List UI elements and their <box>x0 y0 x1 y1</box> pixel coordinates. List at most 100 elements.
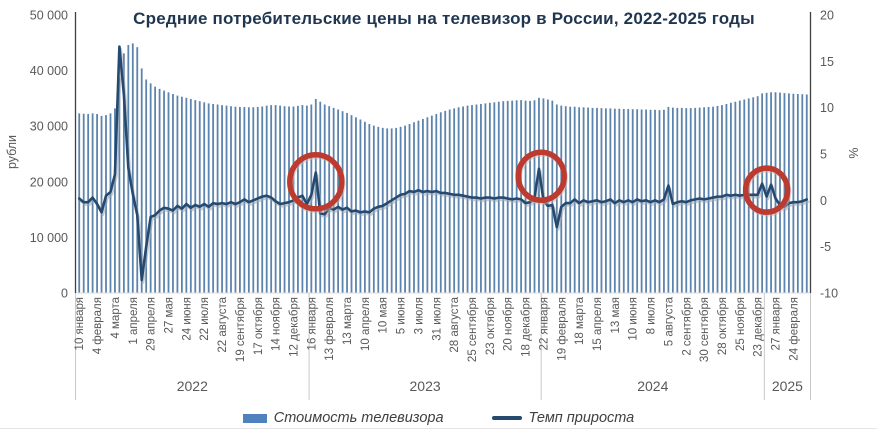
price-bar <box>685 108 688 293</box>
growth-line <box>77 45 809 282</box>
left-axis-tick-label: 0 <box>61 287 68 301</box>
x-axis-tick-label: 12 декабря <box>289 297 301 357</box>
highlight-circle <box>287 152 345 212</box>
price-bar <box>355 117 357 293</box>
price-bar <box>413 122 415 293</box>
left-axis-tick-label: 10 000 <box>30 231 68 245</box>
highlight-circle <box>515 149 567 203</box>
year-label: 2025 <box>772 378 803 394</box>
x-axis-tick-label: 23 декабря <box>753 297 765 357</box>
price-bar <box>404 125 406 293</box>
price-bar <box>122 53 125 294</box>
price-bar <box>230 106 232 293</box>
price-bar <box>154 86 157 293</box>
x-axis-tick-label: 24 февраля <box>788 297 800 361</box>
price-bar <box>667 107 670 293</box>
price-bar <box>216 104 219 293</box>
price-bar <box>805 94 808 293</box>
x-axis-tick-label: 25 ноября <box>735 297 747 351</box>
price-bar <box>163 90 165 293</box>
x-axis-tick-label: 18 декабря <box>521 297 533 357</box>
price-bar <box>323 104 326 293</box>
price-bar <box>564 106 567 293</box>
price-bar <box>515 100 518 293</box>
price-bar <box>587 107 589 293</box>
chart-bottom-border <box>0 428 877 429</box>
right-axis-tick-label: 20 <box>820 9 834 23</box>
price-bar <box>676 107 679 294</box>
highlight-circle <box>742 165 791 215</box>
price-bar <box>78 113 81 294</box>
price-bar <box>408 124 411 293</box>
x-axis-tick-label: 28 августа <box>449 296 461 352</box>
right-axis-tick-label: 0 <box>820 194 827 208</box>
price-bar <box>600 108 603 293</box>
legend-label-growth: Темп прироста <box>528 410 635 426</box>
price-bar <box>194 100 197 293</box>
left-axis-tick-label: 50 000 <box>30 9 68 23</box>
x-axis-tick-label: 22 августа <box>217 296 229 352</box>
price-bar <box>145 79 148 293</box>
price-bar <box>314 99 317 293</box>
price-bar <box>203 102 206 293</box>
x-axis-tick-label: 1 апреля <box>128 297 140 345</box>
right-axis-title: % <box>847 147 861 158</box>
x-axis-tick-label: 16 января <box>306 297 318 350</box>
price-bar <box>234 106 237 293</box>
bar-series-swatch-icon <box>242 413 267 423</box>
price-bar <box>363 121 366 293</box>
price-bar <box>114 108 116 294</box>
x-axis-tick-label: 22 января <box>538 297 550 350</box>
x-axis-tick-label: 5 июня <box>396 297 408 334</box>
price-bar <box>100 115 103 294</box>
price-bar <box>783 93 786 293</box>
left-axis-tick-label: 30 000 <box>30 120 68 134</box>
x-axis-tick-label: 10 июня <box>628 297 640 341</box>
price-bar <box>520 100 523 293</box>
line-series-swatch-icon <box>491 416 522 420</box>
x-axis-tick-label: 2 сентября <box>681 297 693 356</box>
price-bar <box>417 120 420 293</box>
price-bar <box>439 112 442 293</box>
chart-title: Средние потребительские цены на телевизо… <box>133 9 755 28</box>
price-bar <box>256 107 259 293</box>
price-bar <box>109 113 112 294</box>
price-bar <box>386 128 389 293</box>
price-bar <box>457 107 460 293</box>
price-bar <box>395 127 398 294</box>
x-axis-tick-label: 13 мая <box>610 297 622 334</box>
price-bar <box>167 92 170 293</box>
right-axis-tick-label: 5 <box>820 148 827 162</box>
price-bar <box>426 117 429 293</box>
growth-line-shadow <box>79 47 810 284</box>
price-bar <box>212 104 215 293</box>
price-bar <box>448 109 451 293</box>
price-bar <box>399 126 402 293</box>
price-bar <box>511 100 514 293</box>
price-bar <box>185 97 188 293</box>
x-axis-tick-label: 18 марта <box>574 296 586 345</box>
price-bar <box>636 109 639 293</box>
price-bar <box>578 107 581 293</box>
x-axis-tick-label: 19 сентября <box>235 297 247 362</box>
x-axis-tick-label: 31 июля <box>431 297 443 341</box>
combo-chart-plot-area: 0 10 000 20 000 30 000 40 000 50 000 -10 -5 0 5 10… <box>5 9 861 400</box>
price-bar <box>801 94 804 293</box>
price-bar <box>359 119 362 293</box>
price-bar <box>239 107 241 293</box>
left-axis-tick-label: 20 000 <box>30 175 68 189</box>
price-bar <box>796 94 799 293</box>
legend-label-price: Стоимость телевизора <box>273 410 444 426</box>
price-bar <box>546 99 549 293</box>
price-bar <box>346 112 348 294</box>
price-bar <box>221 105 223 293</box>
price-bar <box>225 105 228 293</box>
price-bar <box>453 108 456 294</box>
price-bar <box>761 93 764 294</box>
year-label: 2023 <box>410 378 441 394</box>
right-axis-tick-label: 10 <box>820 101 834 115</box>
x-axis-tick-label: 29 апреля <box>146 297 158 351</box>
x-axis-tick-label: 5 августа <box>663 296 675 346</box>
price-bar <box>328 106 331 293</box>
x-axis-tick-label: 10 апреля <box>360 297 372 351</box>
